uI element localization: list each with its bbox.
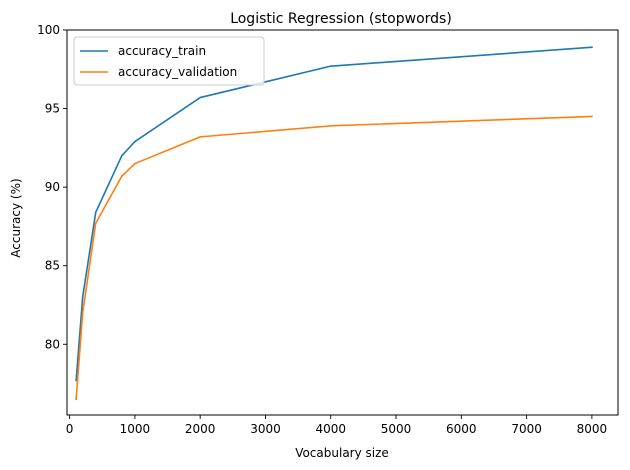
data-point — [199, 136, 201, 138]
data-point — [329, 125, 332, 127]
data-point — [94, 222, 97, 225]
x-tick-label: 8000 — [577, 422, 608, 436]
data-point — [121, 154, 123, 157]
data-point — [329, 65, 332, 67]
y-axis: 80 85 90 95 100 — [37, 23, 67, 351]
y-tick-label: 80 — [45, 337, 60, 351]
data-point — [81, 296, 84, 298]
legend: accuracy_train accuracy_validation — [73, 36, 265, 86]
y-tick-label: 95 — [45, 102, 60, 116]
y-tick-label: 85 — [45, 259, 60, 273]
x-tick-label: 1000 — [120, 422, 151, 436]
legend-label: accuracy_validation — [118, 65, 237, 79]
series-line-accuracy-validation — [75, 115, 593, 401]
x-axis: 0 1000 2000 3000 4000 5000 6000 7000 8000 — [66, 415, 607, 436]
data-point — [591, 115, 593, 118]
y-axis-label: Accuracy (%) — [9, 178, 23, 257]
data-point — [121, 175, 123, 177]
x-tick-label: 5000 — [381, 422, 412, 436]
legend-box — [73, 36, 265, 86]
plot-frame — [66, 29, 619, 416]
x-tick-label: 4000 — [315, 422, 346, 436]
y-tick-label: 90 — [45, 180, 60, 194]
data-point — [94, 211, 97, 214]
y-tick-label: 100 — [37, 23, 60, 37]
data-point — [81, 312, 84, 314]
x-tick-label: 7000 — [511, 422, 542, 436]
x-tick-label: 6000 — [446, 422, 477, 436]
series-line-accuracy-train — [75, 46, 593, 382]
plot-area — [66, 29, 619, 416]
data-point — [134, 162, 136, 165]
data-point — [75, 398, 77, 401]
data-point — [134, 140, 136, 143]
x-tick-label: 0 — [66, 422, 74, 436]
chart-title: Logistic Regression (stopwords) — [230, 11, 452, 27]
x-tick-label: 3000 — [250, 422, 281, 436]
data-point — [199, 96, 201, 99]
data-point — [75, 379, 77, 382]
legend-label: accuracy_train — [118, 44, 206, 58]
x-tick-label: 2000 — [185, 422, 216, 436]
data-point — [591, 46, 593, 49]
x-axis-label: Vocabulary size — [295, 446, 389, 460]
